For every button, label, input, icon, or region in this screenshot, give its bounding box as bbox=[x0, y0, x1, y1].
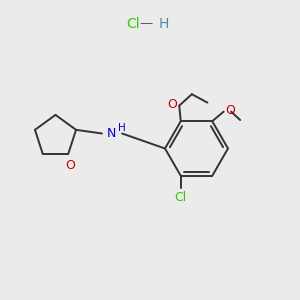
Text: H: H bbox=[118, 123, 126, 133]
Text: O: O bbox=[66, 159, 76, 172]
Text: Cl: Cl bbox=[126, 17, 140, 31]
Text: H: H bbox=[159, 17, 169, 31]
Text: O: O bbox=[226, 104, 235, 117]
Text: —: — bbox=[139, 17, 152, 30]
Text: O: O bbox=[167, 98, 177, 111]
Text: N: N bbox=[106, 127, 116, 140]
Text: Cl: Cl bbox=[175, 191, 187, 204]
